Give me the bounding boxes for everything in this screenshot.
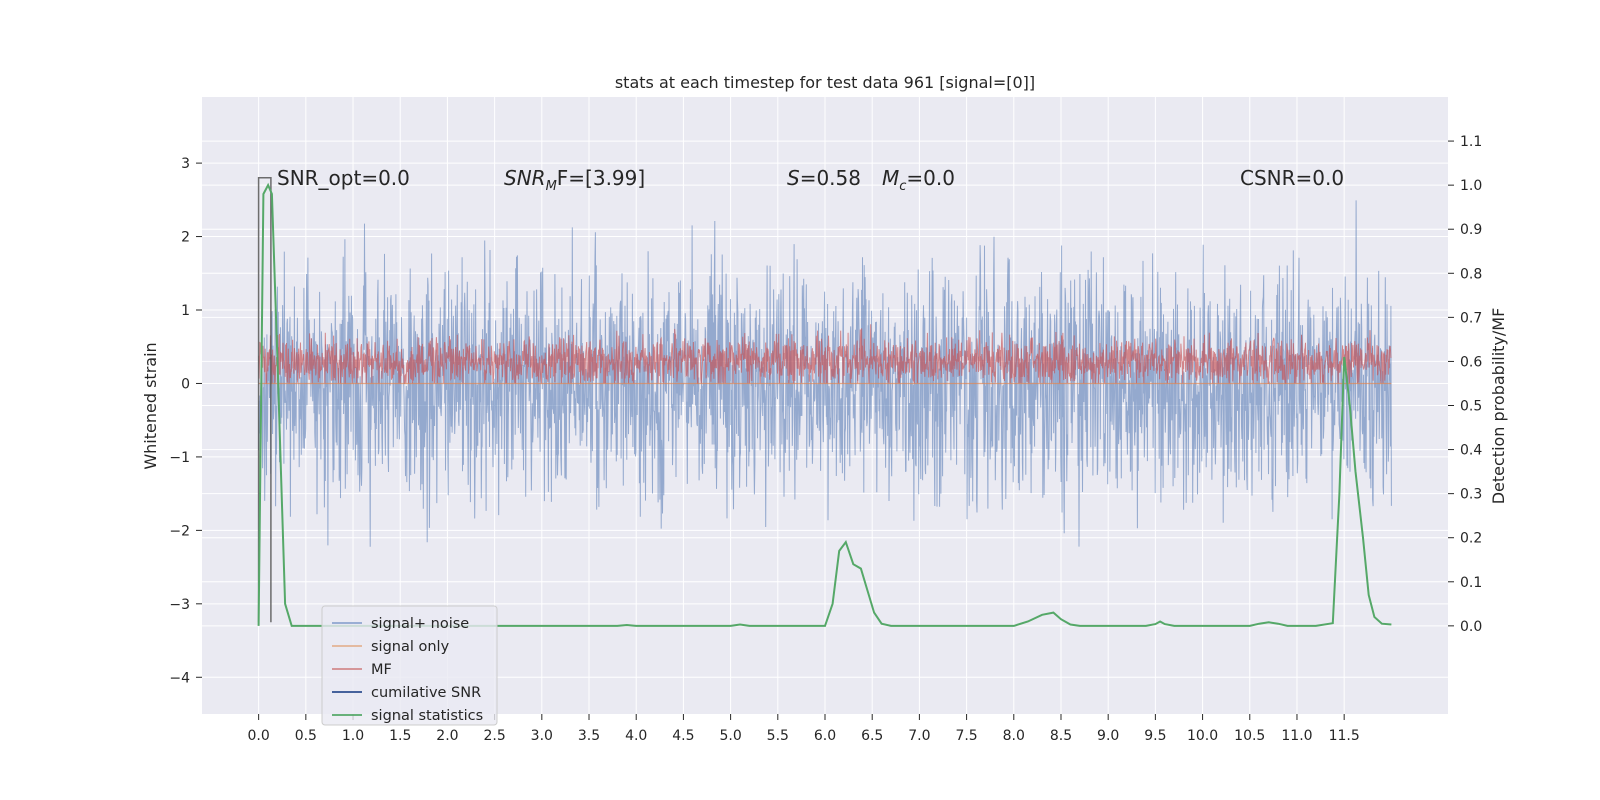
signal-statistics-line [257,182,1392,627]
mc-symbol: M [882,166,899,190]
x-tick-label: 1.0 [342,728,364,744]
x-tick-label: 9.5 [1144,728,1166,744]
x-tick-label: 4.0 [625,728,647,744]
y-tick-label: −2 [169,523,190,539]
y-right-tick-label: 0.9 [1460,222,1482,238]
snr-mf-subscript: M [546,179,557,194]
y-right-tick-label: 0.3 [1460,487,1482,503]
y-tick-label: −4 [169,670,190,686]
series-signal-statistics [257,182,1392,627]
y-right-tick-label: 0.1 [1460,575,1482,591]
x-tick-label: 7.0 [908,728,930,744]
y-tick-label: 1 [181,303,190,319]
x-tick-label: 3.0 [531,728,553,744]
annotation-csnr: CSNR=0.0 [1240,166,1344,190]
y-right-tick-label: 0.0 [1460,619,1482,635]
series-cumulative-snr [257,177,272,623]
mc-value: =0.0 [906,166,955,190]
x-tick-label: 5.5 [767,728,789,744]
y-right-tick-label: 0.2 [1460,531,1482,547]
legend-label: signal statistics [371,708,483,724]
y-tick-label: 0 [181,376,190,392]
legend-label: MF [371,662,392,678]
y-axis-right: 0.0 0.1 0.2 0.3 0.4 0.5 0.6 0.7 0.8 0.9 1.0 1.1 [1448,134,1482,635]
y-right-tick-label: 0.6 [1460,354,1482,370]
y-right-tick-label: 1.0 [1460,178,1482,194]
y-right-tick-label: 0.4 [1460,443,1482,459]
y-axis-left: −4 −3 −2 −1 0 1 2 3 [169,156,202,686]
x-tick-label: 3.5 [578,728,600,744]
annotation-s: S=0.58 [787,166,861,190]
mc-subscript: c [899,179,906,194]
x-tick-label: 6.5 [861,728,883,744]
chart-title: stats at each timestep for test data 961… [615,73,1035,92]
x-axis: 0.0 0.5 1.0 1.5 2.0 2.5 3.0 3.5 4.0 4.5 5.0 5.5 6.0 6… [248,714,1360,744]
y-tick-label: −3 [169,597,190,613]
cumulative-snr-line [257,177,272,623]
x-tick-label: 10.5 [1234,728,1265,744]
x-tick-label: 11.5 [1329,728,1360,744]
x-tick-label: 10.0 [1187,728,1218,744]
x-tick-label: 11.0 [1281,728,1312,744]
x-tick-label: 9.0 [1097,728,1119,744]
legend-box [321,605,498,726]
x-tick-label: 0.0 [248,728,270,744]
y-axis-label-right: Detection probability/MF [1489,308,1508,505]
y-tick-label: 3 [181,156,190,172]
grid-lines [202,97,1448,714]
y-axis-label-left: Whitened strain [141,342,160,469]
s-symbol: S [787,166,800,190]
snr-mf-symbol: SNR [504,166,546,190]
x-tick-label: 5.0 [719,728,741,744]
legend: signal+ noise signal only MF cumilative SNR… [321,605,498,726]
y-right-tick-label: 0.5 [1460,399,1482,415]
x-tick-label: 4.5 [672,728,694,744]
y-tick-label: 2 [181,230,190,246]
x-tick-label: 2.0 [436,728,458,744]
snr-mf-value: F=[3.99] [557,166,645,190]
x-tick-label: 8.0 [1003,728,1025,744]
y-right-tick-label: 0.8 [1460,266,1482,282]
legend-label: signal only [371,639,450,655]
annotation-snr-mf: SNRMF=[3.99] [504,166,645,194]
x-tick-label: 1.5 [389,728,411,744]
annotation-mc: Mc=0.0 [882,166,955,194]
x-tick-label: 0.5 [295,728,317,744]
legend-label: signal+ noise [371,616,469,632]
x-tick-label: 7.5 [955,728,977,744]
annotation-snr-opt: SNR_opt=0.0 [277,166,410,190]
mf-line [258,324,1392,384]
legend-label: cumilative SNR [371,685,481,701]
y-right-tick-label: 0.7 [1460,310,1482,326]
series-mf [258,324,1392,384]
x-tick-label: 8.5 [1050,728,1072,744]
x-tick-label: 6.0 [814,728,836,744]
y-tick-label: −1 [169,450,190,466]
x-tick-label: 2.5 [483,728,505,744]
s-value: =0.58 [800,166,861,190]
y-right-tick-label: 1.1 [1460,134,1482,150]
